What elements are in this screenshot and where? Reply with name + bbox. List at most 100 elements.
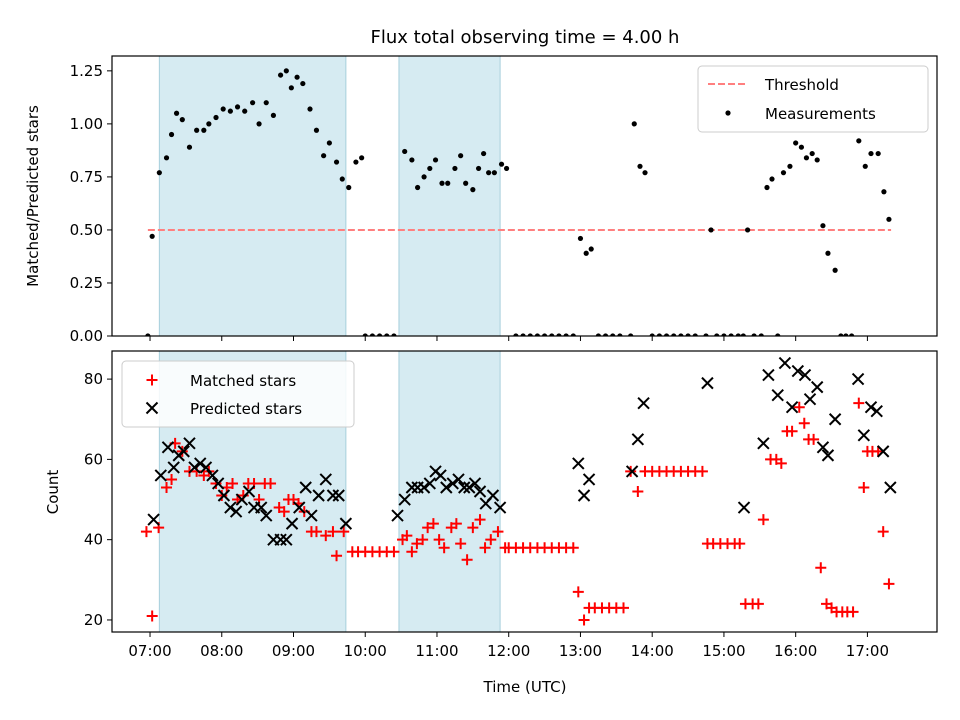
matched-star-point [793, 401, 805, 413]
predicted-star-point [339, 517, 353, 530]
predicted-star-point [876, 445, 890, 458]
measurement-point [820, 223, 826, 229]
measurement-point [642, 170, 648, 176]
measurement-point [333, 159, 340, 165]
measurement-point [671, 333, 677, 336]
matched-star-point [567, 542, 579, 554]
bottom-y-tick-label: 60 [84, 450, 103, 468]
bottom-y-tick-label: 80 [84, 370, 103, 388]
measurement-point [875, 150, 881, 157]
matched-star-point [320, 530, 332, 542]
matched-star-point [786, 425, 798, 437]
measurement-point [313, 127, 320, 133]
top-panel: 0.00 0.25 0.50 0.75 1.00 1.25 Threshold Measure… [70, 55, 938, 345]
x-tick-label: 15:00 [702, 642, 745, 660]
matched-star-point [146, 610, 158, 622]
measurement-point [227, 108, 233, 114]
predicted-star-point [255, 501, 268, 514]
top-series-dot [145, 68, 892, 336]
measurement-point [803, 155, 810, 161]
measurement-point [277, 72, 284, 78]
measurement-point [206, 121, 212, 127]
x-tick-label: 08:00 [200, 642, 243, 660]
predicted-star-point [280, 533, 293, 546]
measurement-point [868, 150, 874, 157]
measurement-point [577, 235, 584, 242]
matched-star-point [406, 546, 418, 558]
matched-star-point [492, 526, 504, 538]
top-y-axis-label: Matched/Predicted stars [24, 105, 42, 287]
top-axes-frame [111, 55, 938, 337]
matched-star-point [877, 526, 889, 538]
measurement-point [534, 333, 541, 336]
matched-star-point [166, 473, 178, 485]
measurement-point [563, 333, 569, 336]
measurement-point [503, 165, 510, 172]
measurement-point [294, 74, 300, 80]
measurement-point [570, 333, 576, 336]
matched-star-point [265, 477, 277, 489]
predicted-star-point [319, 473, 332, 486]
measurement-point [384, 333, 390, 336]
measurement-point [714, 333, 720, 336]
measurement-point [432, 157, 439, 163]
x-axis-label: Time (UTC) [483, 678, 567, 696]
x-tick-label: 16:00 [774, 642, 817, 660]
matched-star-point [479, 542, 491, 554]
measurement-point [798, 144, 805, 150]
predicted-star-point [828, 413, 842, 426]
matched-star-point [310, 526, 322, 538]
matched-star-point [422, 522, 434, 534]
predicted-star-point [293, 501, 306, 514]
x-tick-label: 17:00 [846, 642, 889, 660]
predicted-star-point [167, 461, 180, 474]
matched-star-point [433, 534, 445, 546]
predicted-star-point [274, 533, 287, 546]
matched-star-point [757, 514, 769, 526]
measurement-point [793, 140, 799, 146]
predicted-star-point [391, 509, 404, 522]
legend-box [121, 360, 355, 428]
measurement-point [692, 333, 698, 336]
measurement-point [213, 114, 219, 121]
measurement-point [769, 176, 775, 182]
legend-box [697, 65, 929, 133]
top-shaded-span [398, 56, 501, 336]
measurement-point [628, 333, 634, 336]
x-tick-label: 14:00 [631, 642, 674, 660]
measurement-point [513, 333, 519, 336]
predicted-star-point [468, 477, 482, 490]
predicted-star-point [463, 481, 476, 494]
predicted-star-point [631, 433, 645, 446]
measurement-point [201, 127, 207, 133]
legend-matched-swatch [146, 374, 158, 386]
matched-star-point [847, 606, 859, 618]
matched-star-point [578, 614, 590, 626]
measurement-point [149, 233, 155, 239]
matched-star-point [427, 518, 439, 530]
predicted-star-point [798, 368, 812, 382]
predicted-star-point [229, 505, 243, 518]
measurement-point [886, 216, 892, 222]
matched-star-point [401, 530, 413, 542]
predicted-star-point [188, 461, 201, 474]
measurement-point [549, 333, 555, 336]
measurement-point [751, 333, 757, 336]
measurement-point [602, 333, 609, 336]
predicted-star-point [224, 501, 237, 514]
matched-star-point [734, 538, 746, 550]
x-tick-label: 07:00 [128, 642, 171, 660]
matched-star-point [808, 433, 820, 445]
predicted-star-point [803, 392, 817, 406]
measurement-point [470, 187, 476, 193]
matched-star-point [461, 554, 473, 566]
measurement-point [745, 227, 751, 233]
top-y-tick-label: 0.25 [70, 274, 103, 292]
legend-measurements-swatch [725, 110, 731, 116]
predicted-star-point [637, 396, 650, 410]
matched-star-point [858, 481, 870, 493]
measurement-point [376, 333, 383, 336]
matched-star-point [327, 526, 339, 538]
measurement-point [881, 189, 887, 195]
